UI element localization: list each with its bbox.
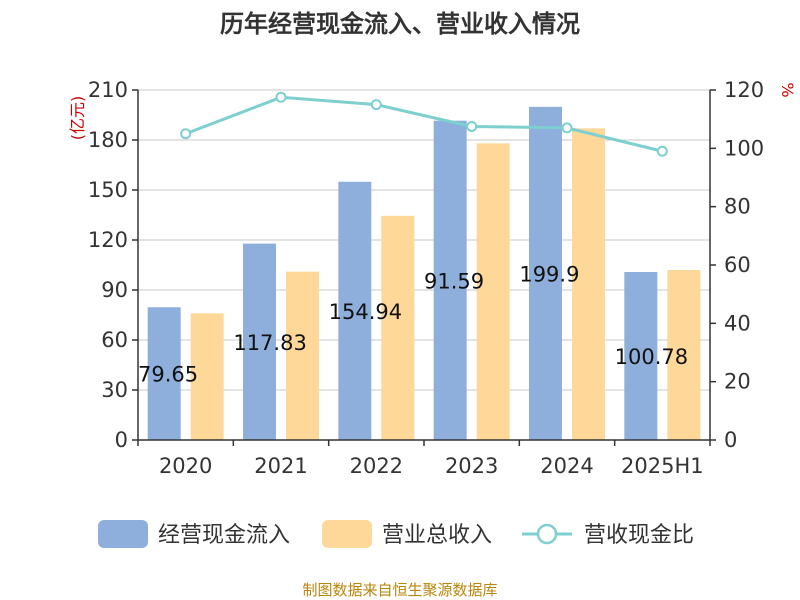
right-tick-label-6: 120: [724, 78, 764, 102]
right-tick-label-4: 80: [724, 195, 751, 219]
bar-cash-inflow-2020: [147, 307, 181, 440]
x-tick-label-2: 2022: [350, 454, 403, 478]
legend-label-cash-inflow: 经营现金流入: [158, 523, 290, 548]
right-tick-label-2: 40: [724, 311, 751, 335]
bar-revenue-2022: [381, 215, 415, 440]
bar-revenue-2025H1: [667, 270, 701, 440]
line-point-2021: [275, 91, 287, 103]
bar-revenue-2020: [190, 313, 224, 440]
x-tick-label-4: 2024: [540, 454, 593, 478]
bar-revenue-2024: [572, 128, 605, 441]
left-tick-label-2: 60: [101, 328, 128, 352]
left-tick-label-3: 90: [101, 278, 128, 302]
axes: 0 30 60 90 120 150 180 210 0 20 40 60 80 100 120 2020 20…: [88, 78, 764, 478]
bar-cash-inflow-2024: [529, 106, 562, 440]
line-point-2025H1: [656, 145, 668, 157]
bar-cash-inflow-2022: [338, 181, 372, 440]
bars: [147, 106, 701, 441]
data-label-2020: 79.65: [138, 363, 198, 387]
line-point-2024: [561, 122, 573, 134]
bar-cash-inflow-2023: [433, 120, 467, 440]
data-label-2025H1: 100.78: [615, 345, 688, 369]
right-tick-label-5: 100: [724, 136, 764, 160]
legend-label-ratio: 营收现金比: [584, 523, 694, 548]
x-tick-label-5: 2025H1: [621, 454, 704, 478]
bar-revenue-2021: [286, 271, 319, 440]
legend-label-revenue: 营业总收入: [382, 523, 492, 548]
chart-title: 历年经营现金流入、营业收入情况: [220, 10, 580, 38]
x-tick-label-3: 2023: [445, 454, 498, 478]
right-axis-unit: %: [778, 82, 797, 97]
left-tick-label-6: 180: [88, 128, 128, 152]
line-point-2020: [180, 128, 192, 140]
x-tick-label-1: 2021: [254, 454, 307, 478]
data-label-2023: 91.59: [424, 269, 484, 293]
left-tick-label-1: 30: [101, 378, 128, 402]
data-label-2022: 154.94: [329, 300, 402, 324]
left-axis-unit: (亿元): [68, 96, 87, 141]
data-labels: 79.65 117.83 154.94 91.59 199.9 100.78: [138, 262, 688, 386]
right-tick-label-3: 60: [724, 253, 751, 277]
line-ratio-path: [185, 95, 663, 153]
data-label-2024: 199.9: [519, 262, 579, 286]
legend-swatch-ratio-marker: [536, 523, 558, 545]
right-tick-label-0: 0: [724, 428, 737, 452]
x-tick-label-0: 2020: [159, 454, 212, 478]
line-point-2023: [466, 120, 478, 132]
source-text: 制图数据来自恒生聚源数据库: [302, 581, 497, 599]
left-tick-label-0: 0: [115, 428, 128, 452]
left-tick-label-4: 120: [88, 228, 128, 252]
bar-cash-inflow-2025H1: [624, 272, 658, 440]
line-point-2022: [370, 99, 382, 111]
bar-cash-inflow-2021: [243, 243, 276, 440]
left-tick-label-7: 210: [88, 78, 128, 102]
right-tick-label-1: 20: [724, 370, 751, 394]
data-label-2021: 117.83: [233, 331, 306, 355]
line-series: [180, 91, 668, 157]
bar-revenue-2023: [476, 143, 510, 441]
legend: 经营现金流入 营业总收入 营收现金比: [98, 520, 694, 548]
left-tick-label-5: 150: [88, 178, 128, 202]
legend-swatch-revenue: [322, 520, 372, 548]
gridlines: [138, 89, 710, 391]
legend-swatch-cash-inflow: [98, 520, 148, 548]
